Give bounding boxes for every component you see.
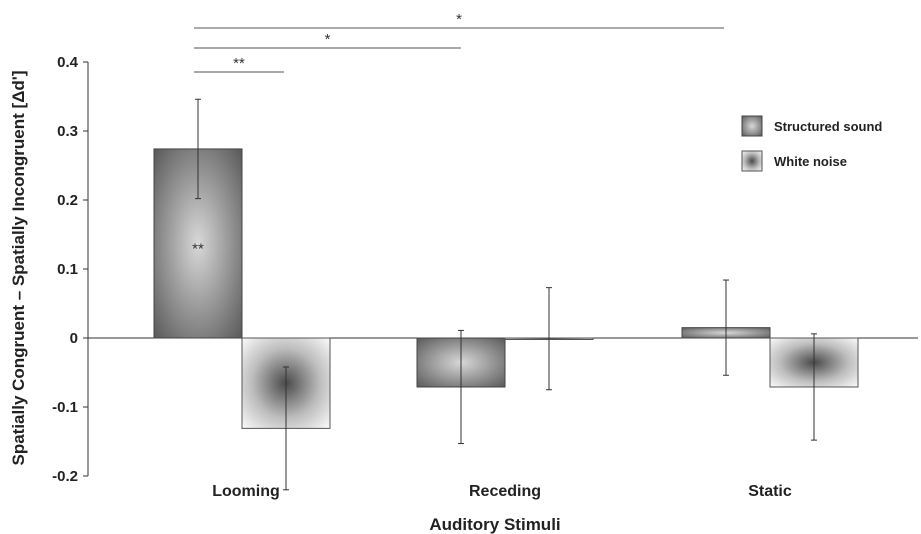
x-tick-label-looming: Looming: [212, 483, 280, 500]
y-axis-title-group: Spatially Congruent – Spatially Incongru…: [9, 70, 28, 465]
y-tick-label: 0.1: [57, 261, 78, 278]
y-tick-label: -0.1: [52, 399, 78, 416]
y-tick-label: -0.2: [52, 468, 78, 485]
legend-swatch-white-noise: [741, 150, 763, 172]
plot-area: 0.40.30.20.10-0.1-0.2******Looming Recedi…: [52, 11, 918, 500]
legend-label-structured-sound: Structured sound: [774, 119, 882, 134]
x-tick-label-receding: Receding: [469, 483, 541, 500]
y-tick-label: 0: [70, 330, 78, 347]
y-axis-title: Spatially Congruent – Spatially Incongru…: [9, 70, 28, 465]
significance-label: **: [233, 55, 245, 72]
significance-label: *: [456, 11, 462, 28]
bar-significance-label: **: [192, 240, 204, 257]
legend-swatch-structured-sound: [741, 115, 763, 137]
x-tick-label-static: Static: [748, 483, 792, 500]
significance-label: *: [325, 31, 331, 48]
x-axis-title: Auditory Stimuli: [429, 515, 560, 534]
y-tick-label: 0.4: [57, 54, 79, 71]
y-tick-label: 0.3: [57, 123, 78, 140]
y-tick-label: 0.2: [57, 192, 78, 209]
legend-label-white-noise: White noise: [774, 154, 847, 169]
